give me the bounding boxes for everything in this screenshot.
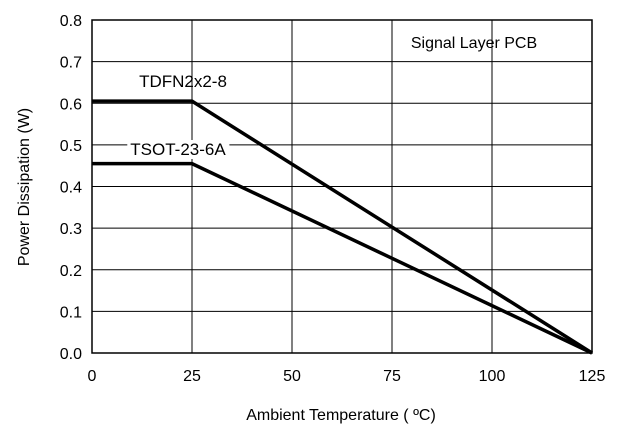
y-tick-label: 0.6 xyxy=(60,96,82,113)
x-tick-label: 125 xyxy=(579,368,606,385)
x-tick-label: 25 xyxy=(183,368,201,385)
y-axis-label: Power Dissipation (W) xyxy=(16,108,33,266)
y-tick-label: 0.2 xyxy=(60,263,82,280)
series-labels: TDFN2x2-8 TSOT-23-6A xyxy=(127,72,230,159)
annotation-signal-layer-pcb: Signal Layer PCB xyxy=(411,35,537,52)
grid-lines xyxy=(92,20,592,353)
series-label: TSOT-23-6A xyxy=(130,140,226,159)
y-tick-label: 0.8 xyxy=(60,13,82,30)
series-line-tdfn2x2-8 xyxy=(92,99,593,355)
y-tick-label: 0.4 xyxy=(60,180,82,197)
x-tick-label: 0 xyxy=(88,368,97,385)
y-tick-label: 0.5 xyxy=(60,138,82,155)
x-tick-label: 100 xyxy=(479,368,506,385)
plot-frame xyxy=(91,19,593,354)
y-tick-label: 0.1 xyxy=(60,304,82,321)
y-tick-label: 0.0 xyxy=(60,346,82,363)
x-axis-label: Ambient Temperature ( ºC) xyxy=(246,407,436,424)
x-tick-label: 75 xyxy=(383,368,401,385)
y-tick-label: 0.7 xyxy=(60,55,82,72)
x-tick-label: 50 xyxy=(283,368,301,385)
series-lines xyxy=(92,99,593,355)
series-label: TDFN2x2-8 xyxy=(139,72,227,91)
series-label-background xyxy=(127,140,230,159)
series-line-tsot-23-6a xyxy=(92,161,593,355)
y-tick-label: 0.3 xyxy=(60,221,82,238)
x-tick-labels: 0 25 50 75 100 125 xyxy=(88,368,606,385)
y-tick-labels: 0.0 0.1 0.2 0.3 0.4 0.5 0.6 0.7 0.8 xyxy=(60,13,82,363)
